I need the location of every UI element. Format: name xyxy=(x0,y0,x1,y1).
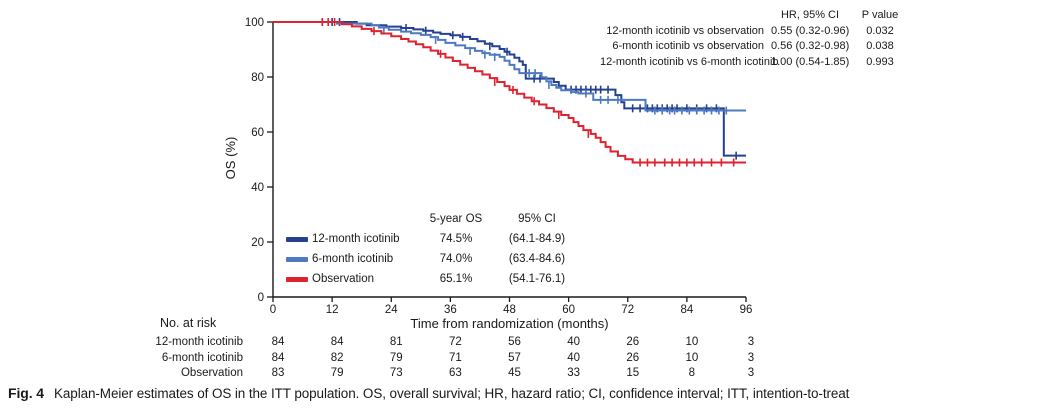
legend-os-value: 74.0% xyxy=(439,253,473,265)
at-risk-title: No. at risk xyxy=(160,316,217,330)
at-risk-count: 81 xyxy=(389,336,403,348)
at-risk-row-labels: 12-month icotinib 6-month icotinib Obser… xyxy=(100,335,243,382)
at-risk-count: 84 xyxy=(271,336,285,348)
at-risk-count: 73 xyxy=(389,367,403,379)
x-tick-label: 96 xyxy=(740,304,753,316)
x-tick-label: 0 xyxy=(270,304,276,316)
at-risk-count: 82 xyxy=(330,351,344,364)
at-risk-count: 45 xyxy=(508,367,521,379)
x-tick-label: 24 xyxy=(385,304,398,316)
km-chart-svg: 0 20 40 60 80 100 0 12 24 36 48 60 72 84 96 xyxy=(245,17,753,316)
at-risk-count: 26 xyxy=(626,336,640,348)
at-risk-count: 3 xyxy=(747,336,755,348)
hr-row-label: 6-month icotinib vs observation xyxy=(612,40,764,52)
hr-header-spacer xyxy=(600,8,771,24)
x-tick-label: 48 xyxy=(503,304,516,316)
at-risk-count: 3 xyxy=(747,351,755,364)
y-axis-title: OS (%) xyxy=(223,136,238,180)
caption-text: Kaplan-Meier estimates of OS in the ITT … xyxy=(53,386,850,401)
y-tick-label: 100 xyxy=(245,17,264,29)
at-risk-row-label: 6-month icotinib xyxy=(161,351,243,364)
legend-swatch-6-month-icotinib xyxy=(286,257,308,262)
legend-ci-value: (63.4-84.6) xyxy=(508,253,566,265)
at-risk-count: 40 xyxy=(567,336,581,348)
km-curve-6-month-icotinib xyxy=(273,21,746,112)
x-tick-label: 72 xyxy=(621,304,634,316)
legend-swatch-observation xyxy=(286,277,308,282)
x-tick-label: 84 xyxy=(680,304,693,316)
at-risk-row-label: Observation xyxy=(180,367,243,379)
legend: 5-year OS 95% CI 12-month icotinib 74.5%… xyxy=(286,212,580,287)
figure-caption: Fig. 4 Kaplan-Meier estimates of OS in th… xyxy=(8,385,1058,401)
at-risk-count: 63 xyxy=(448,367,462,379)
legend-ci-value: (64.1-84.9) xyxy=(508,233,566,245)
at-risk-count: 26 xyxy=(626,351,640,364)
hr-row-value: 0.56 (0.32-0.98) xyxy=(771,40,850,52)
at-risk-count: 10 xyxy=(685,336,699,348)
legend-label: 12-month icotinib xyxy=(312,233,400,245)
at-risk-count: 56 xyxy=(508,336,521,348)
legend-os-value: 65.1% xyxy=(439,273,473,285)
hr-row-label: 12-month icotinib vs observation xyxy=(606,24,764,37)
legend-swatch-12-month-icotinib xyxy=(286,237,308,242)
hr-row-pvalue: 0.993 xyxy=(866,55,894,68)
x-axis-title: Time from randomization (months) xyxy=(410,316,609,331)
hr-row-pvalue: 0.038 xyxy=(866,40,894,52)
hr-row-pvalue: 0.032 xyxy=(866,24,894,37)
at-risk-row-label: 12-month icotinib xyxy=(155,336,243,348)
x-tick-label: 36 xyxy=(444,304,457,316)
km-curve-12-month-icotinib xyxy=(273,21,746,157)
legend-label: Observation xyxy=(312,273,375,285)
at-risk-count: 3 xyxy=(747,367,755,379)
pvalue-col-header: P value xyxy=(861,9,899,21)
at-risk-count: 33 xyxy=(567,367,581,379)
at-risk-count: 79 xyxy=(389,351,403,364)
at-risk-count: 15 xyxy=(626,367,640,379)
hr-col-header: HR, 95% CI xyxy=(780,9,840,21)
at-risk-count: 10 xyxy=(685,351,699,364)
at-risk-count: 83 xyxy=(271,367,285,379)
km-curve-observation xyxy=(273,21,746,164)
at-risk-count: 72 xyxy=(448,336,462,348)
legend-ci-value: (54.1-76.1) xyxy=(508,273,566,285)
at-risk-count: 71 xyxy=(448,351,462,364)
at-risk-count: 57 xyxy=(508,351,521,364)
legend-os-value: 74.5% xyxy=(439,233,473,245)
hr-row-value: 0.55 (0.32-0.96) xyxy=(771,24,850,37)
y-tick-label: 40 xyxy=(251,182,264,194)
y-tick-label: 60 xyxy=(251,127,264,139)
at-risk-count: 79 xyxy=(330,367,344,379)
legend-label: 6-month icotinib xyxy=(312,253,394,265)
figure-number: Fig. 4 xyxy=(8,385,44,401)
hr-row-label: 12-month icotinib vs 6-month icotinib xyxy=(600,55,779,68)
x-tick-label: 60 xyxy=(562,304,575,316)
at-risk-count: 40 xyxy=(567,351,581,364)
at-risk-count: 84 xyxy=(330,336,344,348)
hr-table: HR, 95% CI P value 12-month icotinib vs … xyxy=(600,8,911,70)
at-risk-count: 84 xyxy=(271,351,285,364)
y-tick-label: 0 xyxy=(258,292,264,304)
ci-col-header: 95% CI xyxy=(518,213,556,225)
at-risk-count: 8 xyxy=(688,367,696,379)
hr-row-value: 1.00 (0.54-1.85) xyxy=(771,55,850,68)
y-tick-label: 20 xyxy=(251,237,264,249)
x-tick-label: 12 xyxy=(326,304,339,316)
five-year-os-col-header: 5-year OS xyxy=(429,213,483,225)
y-tick-label: 80 xyxy=(251,72,264,84)
